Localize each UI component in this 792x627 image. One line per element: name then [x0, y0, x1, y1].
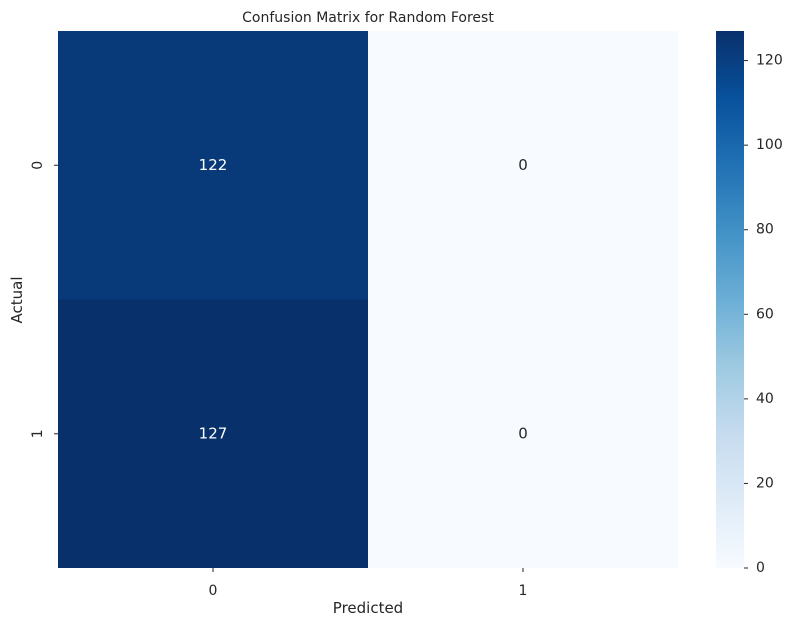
colorbar-gradient	[716, 31, 744, 568]
x-tick-label: 0	[209, 583, 218, 599]
heatmap-cell-annotation: 0	[518, 156, 528, 174]
colorbar-tick-label: 60	[756, 306, 774, 322]
y-axis-label: Actual	[8, 277, 26, 324]
heatmap-cells	[58, 31, 678, 568]
colorbar: 0 20 40 60 80 100 120	[716, 31, 783, 576]
heatmap-cell	[368, 299, 678, 568]
y-axis-ticks: 01	[30, 161, 58, 438]
x-tick-label: 1	[519, 583, 528, 599]
y-tick-label: 0	[30, 161, 46, 170]
heatmap-cell	[58, 31, 368, 300]
colorbar-tick-label: 40	[756, 391, 774, 407]
colorbar-tick-label: 20	[756, 475, 774, 491]
y-tick-label: 1	[30, 429, 46, 438]
heatmap-cell	[58, 299, 368, 568]
colorbar-tick-label: 0	[756, 560, 765, 576]
colorbar-ticks: 0 20 40 60 80 100 120	[744, 53, 783, 576]
heatmap-annotations: 122 0 127 0	[199, 156, 528, 443]
heatmap-cell-annotation: 122	[199, 156, 228, 174]
colorbar-tick-label: 100	[756, 137, 783, 153]
colorbar-tick-label: 120	[756, 53, 783, 69]
heatmap-cell-annotation: 127	[199, 424, 228, 442]
heatmap-cell-annotation: 0	[518, 424, 528, 442]
chart-title: Confusion Matrix for Random Forest	[242, 10, 494, 26]
heatmap-cell	[368, 31, 678, 300]
colorbar-tick-label: 80	[756, 222, 774, 238]
x-axis-label: Predicted	[333, 599, 403, 617]
